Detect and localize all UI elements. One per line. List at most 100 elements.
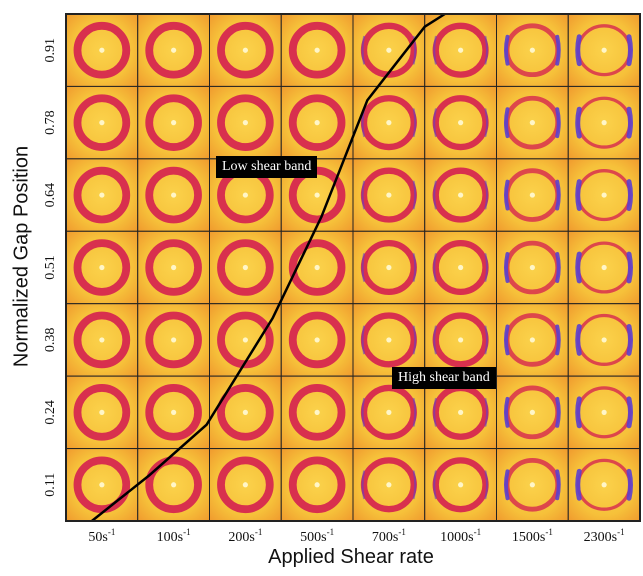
beam-center-dot [99, 409, 105, 415]
scattering-image-cell [567, 375, 641, 450]
beam-center-dot [314, 192, 320, 198]
anisotropy-arc [361, 35, 365, 65]
anisotropy-arc [555, 324, 561, 356]
scattering-image-cell [352, 85, 426, 160]
scattering-ring [288, 94, 346, 151]
scattering-image-cell [496, 158, 569, 232]
beam-center-dot [601, 47, 607, 53]
x-tick-label: 200s-1 [228, 527, 262, 545]
beam-center-dot [171, 264, 177, 271]
scattering-image-cell [496, 85, 569, 160]
anisotropy-arc [503, 252, 510, 283]
anisotropy-arc [555, 34, 561, 66]
beam-center-dot [171, 47, 177, 53]
scattering-ring [432, 312, 489, 368]
scattering-image-cell [567, 448, 641, 522]
y-tick-label: 0.64 [43, 183, 58, 208]
beam-center-dot [529, 264, 535, 271]
anisotropy-arc [575, 34, 582, 67]
x-tick-label: 1500s-1 [512, 527, 553, 545]
anisotropy-arc [503, 107, 510, 139]
beam-center-dot [386, 264, 392, 271]
beam-center-dot [171, 409, 177, 415]
anisotropy-arc [575, 179, 582, 211]
anisotropy-arc [626, 251, 634, 284]
scattering-image-cell [496, 375, 569, 450]
anisotropy-arc [484, 35, 489, 65]
scattering-image-cell [209, 448, 282, 522]
anisotropy-arc [361, 397, 365, 427]
scattering-image-cell [65, 85, 139, 160]
scattering-ring [73, 384, 131, 441]
scattering-ring [145, 94, 202, 151]
beam-center-dot [242, 409, 248, 415]
x-tick-label: 700s-1 [372, 527, 406, 545]
y-tick-label: 0.51 [43, 255, 58, 280]
beam-center-dot [386, 482, 392, 488]
anisotropy-arc [484, 108, 489, 138]
y-tick-labels: 0.91 0.78 0.64 0.51 0.38 0.24 0.11 [43, 38, 58, 497]
scattering-ring [217, 384, 274, 441]
anisotropy-arc [575, 468, 582, 501]
beam-center-dot [171, 337, 177, 343]
scattering-image-cell [496, 303, 569, 377]
beam-center-dot [458, 192, 464, 198]
scattering-image-cell [209, 230, 282, 305]
beam-center-dot [242, 47, 248, 53]
high-shear-band-label: High shear band [392, 367, 496, 389]
scattering-ring [360, 95, 417, 151]
scattering-image-cell [209, 13, 282, 87]
anisotropy-arc [433, 325, 437, 355]
scattering-image-cell [65, 13, 139, 87]
scattering-image-cell [352, 230, 426, 305]
beam-center-dot [386, 337, 392, 343]
scattering-image-cell [280, 13, 354, 87]
scattering-ring [288, 311, 346, 369]
scattering-ring [432, 457, 489, 513]
y-tick-label: 0.91 [43, 38, 58, 63]
scattering-image-cell [496, 13, 569, 87]
x-tick-label: 100s-1 [157, 527, 191, 545]
scattering-image-cell [280, 230, 354, 305]
beam-center-dot [242, 192, 248, 198]
y-axis-title: Normalized Gap Position [10, 145, 33, 368]
beam-center-dot [458, 337, 464, 343]
beam-center-dot [171, 482, 177, 488]
scattering-image-cell [280, 85, 354, 160]
scattering-image-cell [209, 375, 282, 450]
anisotropy-arc [412, 180, 417, 210]
anisotropy-arc [361, 180, 365, 210]
scattering-image-cell [65, 303, 139, 377]
beam-center-dot [458, 47, 464, 53]
beam-center-dot [171, 192, 177, 198]
scattering-image-cell [352, 13, 426, 87]
anisotropy-arc [626, 396, 634, 429]
scattering-image-cell [352, 158, 426, 232]
scattering-ring [217, 94, 274, 151]
scattering-ring [73, 21, 131, 79]
anisotropy-arc [503, 179, 510, 211]
scattering-image-cell [424, 85, 497, 160]
scattering-image-cell [137, 375, 210, 450]
beam-center-dot [242, 337, 248, 343]
scattering-ring [360, 384, 417, 440]
anisotropy-arc [575, 106, 582, 139]
beam-center-dot [99, 482, 105, 488]
beam-center-dot [529, 337, 535, 343]
anisotropy-arc [503, 34, 510, 66]
anisotropy-arc [555, 396, 561, 428]
scattering-image-cell [496, 230, 569, 305]
anisotropy-arc [626, 179, 634, 211]
anisotropy-arc [361, 325, 365, 355]
beam-center-dot [386, 409, 392, 415]
beam-center-dot [458, 120, 464, 126]
beam-center-dot [314, 120, 320, 126]
beam-center-dot [99, 337, 105, 343]
y-tick-label: 0.24 [43, 400, 58, 425]
scattering-image-cell [137, 13, 210, 87]
beam-center-dot [386, 120, 392, 126]
beam-center-dot [601, 264, 607, 271]
x-tick-label: 500s-1 [300, 527, 334, 545]
beam-center-dot [601, 337, 607, 343]
